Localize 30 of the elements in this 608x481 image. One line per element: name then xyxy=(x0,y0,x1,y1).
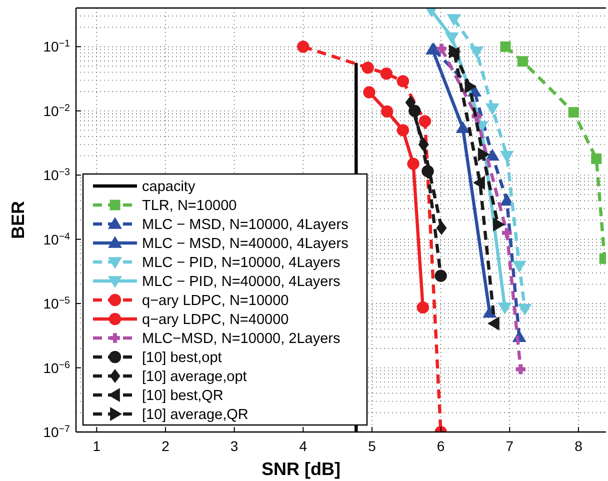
y-tick-label: 10$^{−6}$ xyxy=(43,359,71,376)
legend-label: q−ary LDPC, N=10000 xyxy=(142,293,289,309)
x-tick-label: 5 xyxy=(368,438,376,454)
legend-label: TLR, N=10000 xyxy=(142,198,237,214)
x-axis-title: SNR [dB] xyxy=(262,459,340,479)
y-tick-label: 10$^{−4}$ xyxy=(43,230,71,248)
x-tick-label: 2 xyxy=(162,438,170,454)
legend-label: MLC − MSD, N=40000, 4Layers xyxy=(142,236,348,252)
legend-label: MLC − PID, N=10000, 4Layers xyxy=(142,255,340,271)
legend-label: [10] best,QR xyxy=(142,388,224,404)
legend-label: [10] average,QR xyxy=(142,407,248,423)
legend-label: capacity xyxy=(142,179,196,195)
legend-label: MLC−MSD, N=10000, 2Layers xyxy=(142,331,340,347)
y-tick-label: 10$^{−2}$ xyxy=(43,102,70,119)
y-tick-label: 10$^{−3}$ xyxy=(43,166,71,184)
y-tick-label: 10$^{−5}$ xyxy=(43,295,71,312)
x-tick-label: 1 xyxy=(92,438,101,454)
x-tick-label: 7 xyxy=(506,438,514,454)
x-tick-label: 3 xyxy=(230,438,238,454)
x-tick-label: 6 xyxy=(436,438,445,454)
y-axis-title: BER xyxy=(8,200,28,240)
legend-label: MLC − PID, N=40000, 4Layers xyxy=(142,274,340,290)
x-tick-label: 8 xyxy=(574,438,583,454)
legend-label: [10] best,opt xyxy=(142,350,222,366)
y-tick-label: 10$^{−1}$ xyxy=(43,38,70,55)
legend-label: q−ary LDPC, N=40000 xyxy=(142,312,289,328)
x-tick-label: 4 xyxy=(299,438,308,454)
y-tick-label: 10$^{−7}$ xyxy=(43,424,70,440)
legend-label: MLC − MSD, N=10000, 4Layers xyxy=(142,217,348,233)
legend-label: [10] average,opt xyxy=(142,369,247,385)
